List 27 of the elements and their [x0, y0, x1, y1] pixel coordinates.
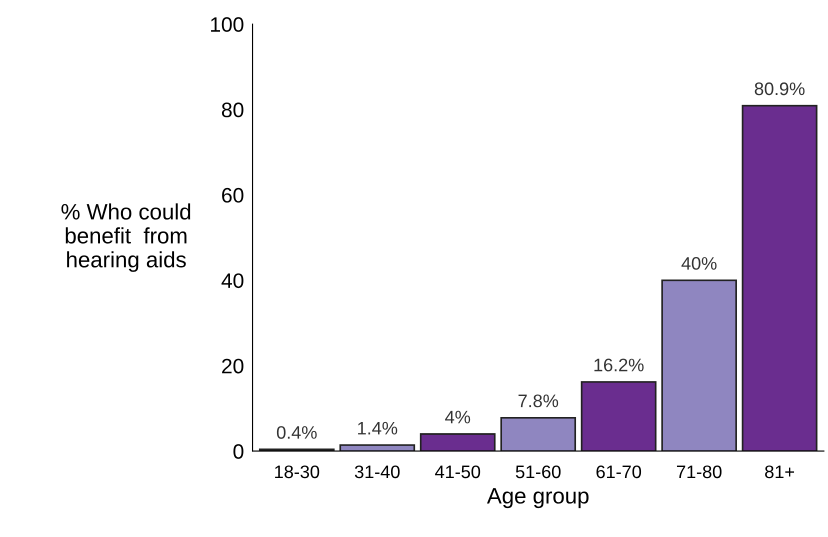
- y-tick-label: 100: [211, 17, 244, 32]
- x-tick-label: 61-70: [596, 465, 642, 478]
- y-axis-title: % Who could benefit from hearing aids: [61, 203, 190, 272]
- y-tick-label: 0: [233, 444, 244, 459]
- data-label: 7.8%: [518, 394, 558, 408]
- x-tick-label: 41-50: [435, 465, 480, 478]
- x-axis-title: Age group: [486, 488, 589, 508]
- x-tick-label: 71-80: [676, 465, 722, 478]
- y-tick-label: 20: [222, 358, 244, 374]
- data-label: 1.4%: [358, 422, 398, 435]
- data-label: 0.4%: [276, 426, 317, 439]
- y-tick-label: 80: [222, 102, 244, 118]
- data-label: 80.9%: [754, 82, 805, 96]
- bar: [580, 381, 657, 452]
- y-tick-label: 40: [222, 273, 244, 288]
- bar: [420, 433, 496, 452]
- x-tick-label: 81+: [765, 465, 794, 478]
- data-label: 40%: [681, 257, 717, 270]
- x-tick-label: 51-60: [516, 465, 561, 478]
- bar: [742, 104, 818, 452]
- x-tick-label: 31-40: [354, 465, 400, 478]
- y-tick-label: 60: [222, 188, 244, 203]
- x-tick-label: 18-30: [275, 465, 320, 478]
- data-label: 16.2%: [594, 358, 644, 372]
- data-label: 4%: [445, 410, 470, 424]
- bar: [500, 416, 576, 452]
- bar: [661, 279, 737, 452]
